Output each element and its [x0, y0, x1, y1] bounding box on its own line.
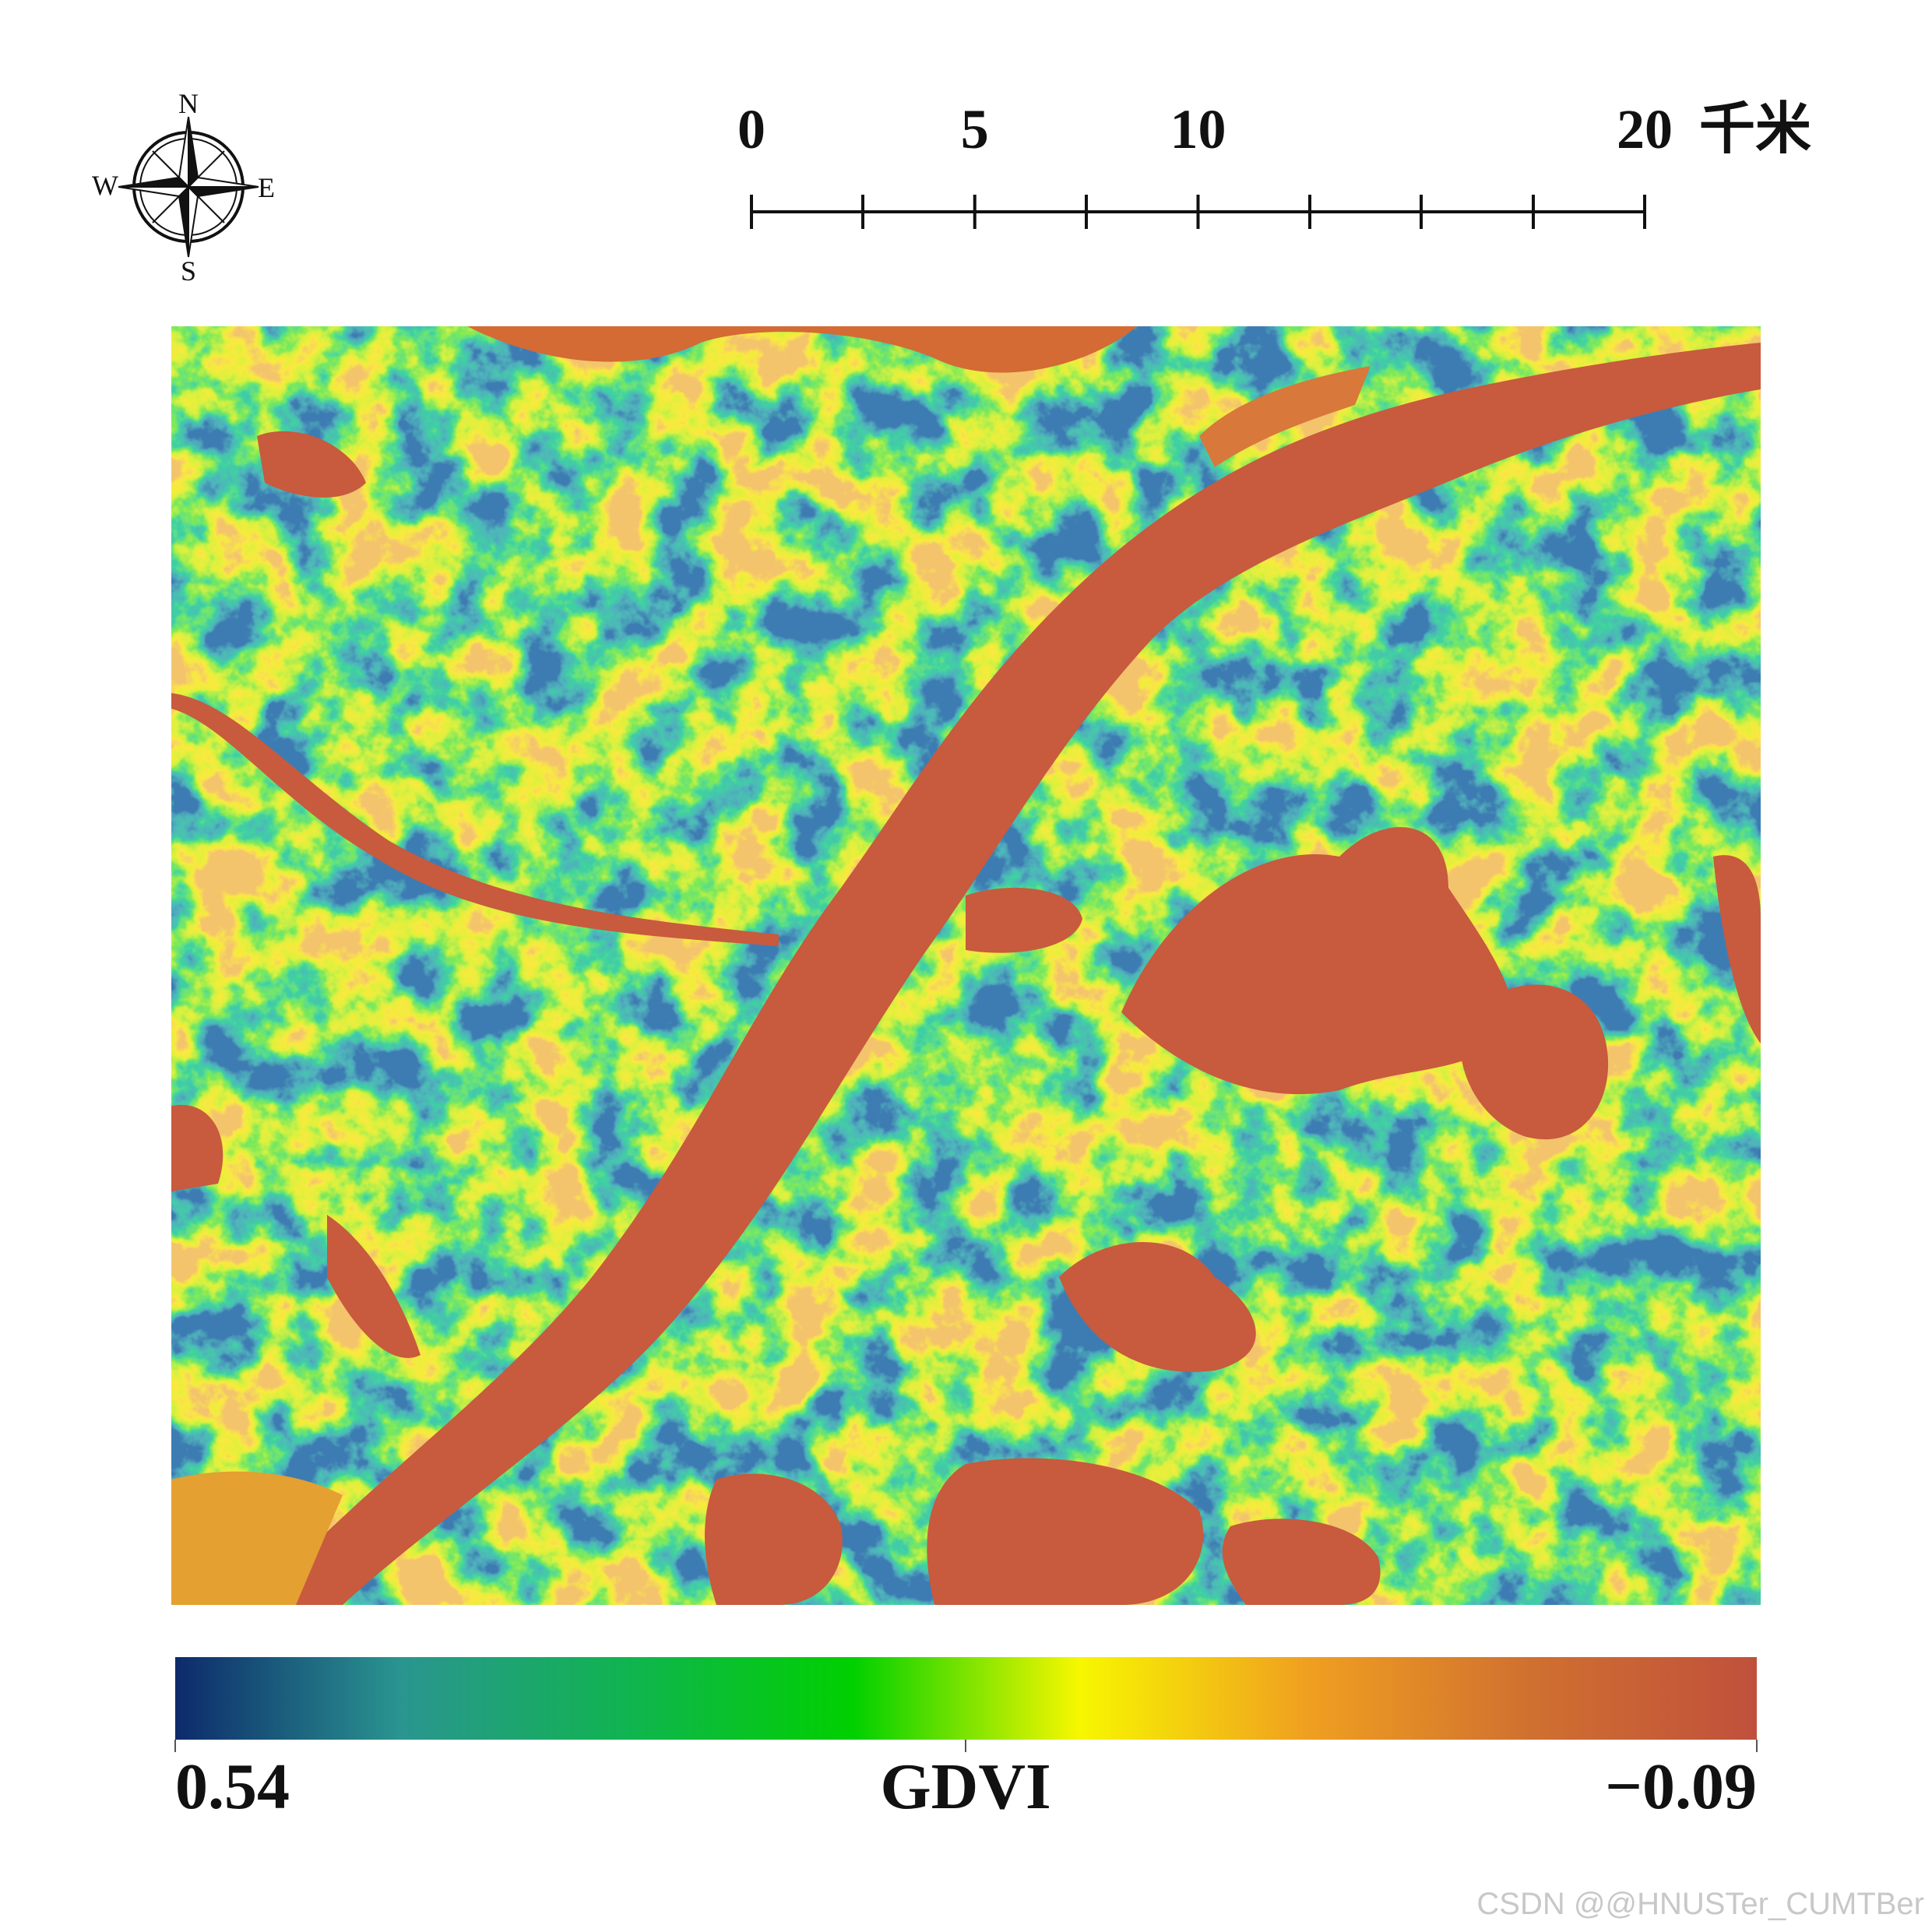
watermark: CSDN @@HNUSTer_CUMTBer [1476, 1887, 1924, 1921]
compass-rose [118, 116, 259, 258]
scale-tick-label: 10 [1170, 98, 1226, 160]
compass-e: E [258, 172, 275, 203]
compass-n: N [178, 88, 199, 119]
scale-unit: 千米 [1699, 98, 1811, 160]
scale-tick-label: 5 [961, 98, 989, 160]
compass-s: S [181, 255, 196, 287]
colorbar-title: GDVI [880, 1751, 1050, 1823]
map-raster [171, 326, 1761, 1605]
scale-ticks: 0 5 10 20 [737, 98, 1673, 229]
compass-w: W [92, 170, 118, 201]
colorbar-max-label: −0.09 [1605, 1751, 1757, 1823]
colorbar [175, 1657, 1757, 1740]
colorbar-min-label: 0.54 [175, 1751, 290, 1823]
scale-tick-label: 20 [1617, 98, 1673, 160]
scale-tick-label: 0 [737, 98, 765, 160]
